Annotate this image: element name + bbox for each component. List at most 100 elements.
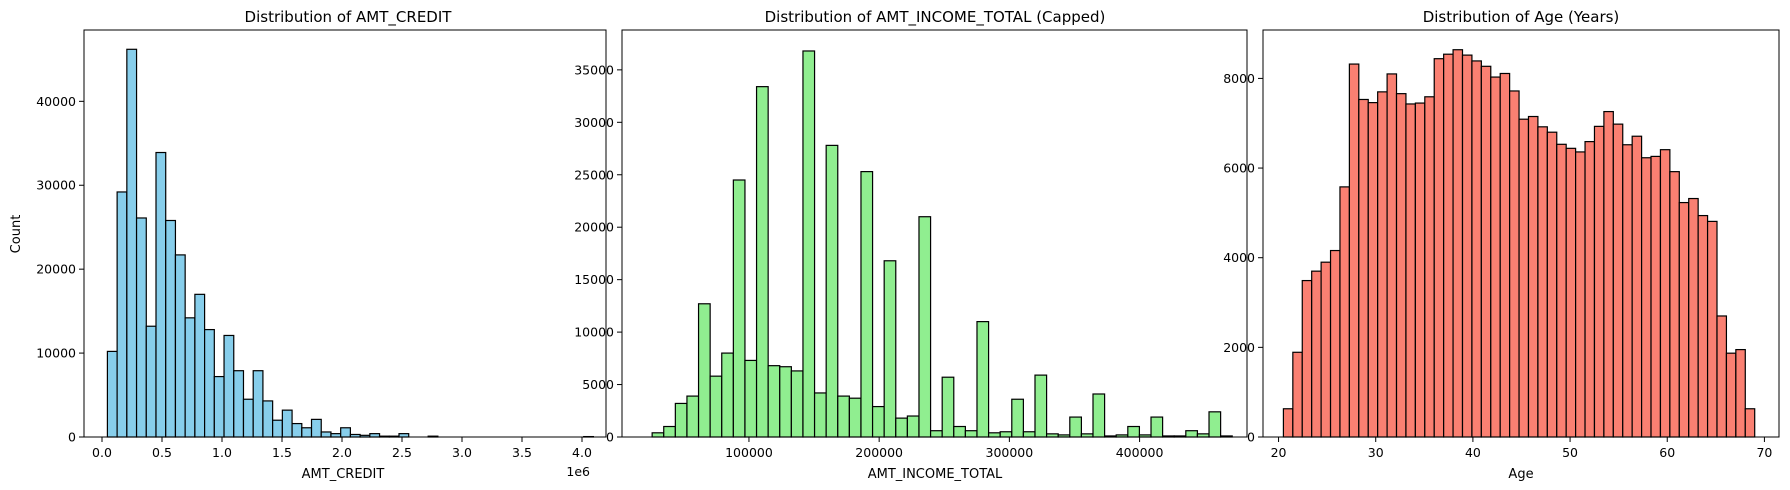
histogram-bar [301, 427, 313, 438]
histogram-bar [1509, 90, 1520, 438]
y-tick-label: 15000 [574, 272, 614, 287]
histogram-bar [1537, 126, 1548, 438]
histogram-bar [116, 191, 128, 438]
histogram-bar [281, 409, 293, 438]
y-tick-label: 5000 [582, 377, 614, 392]
x-tick-label: 1.0 [212, 445, 232, 460]
histogram-bar [1480, 65, 1492, 438]
histogram-bar [790, 370, 804, 438]
histogram-bar [1348, 63, 1360, 438]
histogram-bar [1735, 348, 1746, 438]
histogram-bar [663, 425, 676, 438]
histogram-bar [1490, 76, 1501, 438]
x-tick-label: 0.0 [92, 445, 112, 460]
y-tick-label: 10000 [574, 325, 614, 340]
histogram-bar [1650, 155, 1662, 438]
histogram-bar [1461, 54, 1473, 438]
histogram-bar [1092, 393, 1106, 438]
histogram-bar [1377, 91, 1388, 438]
histogram-bar [1069, 416, 1083, 438]
histogram-bar [233, 370, 245, 438]
histogram-bar [802, 50, 816, 438]
x-axis-label: AMT_CREDIT [302, 467, 385, 482]
x-tick-label: 1.5 [272, 445, 292, 460]
axes-frame [621, 29, 1248, 438]
histogram-bar [929, 430, 943, 438]
histogram-bar [242, 398, 254, 438]
histogram-bar [1405, 103, 1416, 438]
histogram-bar [721, 352, 734, 438]
x-axis-label: Age [1508, 467, 1533, 482]
histogram-bar [1208, 411, 1222, 438]
histogram-bar [1395, 93, 1407, 438]
histogram-bar [1367, 102, 1379, 438]
histogram-bar [1185, 430, 1199, 438]
histogram-bar [767, 365, 781, 438]
y-tick-label: 20000 [36, 262, 76, 277]
histogram-bar [1631, 135, 1643, 438]
histogram-bar [1011, 398, 1024, 438]
histogram-bar [906, 415, 920, 438]
histogram-bar [755, 86, 769, 438]
y-tick-label: 40000 [36, 94, 76, 109]
histogram-bar [1640, 157, 1652, 438]
histogram-bar [1339, 186, 1350, 438]
histogram-bar [369, 433, 381, 438]
histogram-bar [213, 375, 225, 438]
histogram-bar [1452, 49, 1464, 438]
histogram-bar [1575, 151, 1586, 438]
histogram-bar [1329, 249, 1341, 438]
histogram-bar [1358, 98, 1369, 438]
histogram-bar [1386, 73, 1398, 438]
histogram-bar [1659, 149, 1671, 438]
histogram-bar [697, 303, 711, 438]
panel-amt-income-total: Distribution of AMT_INCOME_TOTAL (Capped… [574, 8, 1248, 482]
histogram-bar [1706, 220, 1718, 438]
histogram-bar [918, 216, 932, 438]
axes-frame [83, 29, 607, 438]
histogram-bar [1282, 408, 1294, 438]
histogram-bar [895, 417, 908, 438]
x-tick-label: 60 [1659, 445, 1675, 460]
chart-title: Distribution of AMT_CREDIT [245, 8, 453, 27]
histogram-bar [1414, 102, 1426, 438]
histogram-bar [252, 370, 264, 438]
y-tick-label: 10000 [36, 346, 76, 361]
histogram-bar [732, 179, 746, 438]
histogram-bar [987, 432, 1001, 438]
chart-title: Distribution of AMT_INCOME_TOTAL (Capped… [765, 8, 1106, 27]
histogram-bar [310, 418, 322, 438]
histogram-bar [1433, 58, 1445, 438]
histogram-bar [871, 405, 885, 438]
histogram-bar [1603, 110, 1614, 438]
y-tick-label: 35000 [574, 62, 614, 77]
histogram-bar [1725, 352, 1737, 438]
y-tick-label: 0 [68, 430, 76, 445]
histogram-bar [674, 402, 688, 438]
histogram-bar [1612, 123, 1624, 438]
y-tick-label: 20000 [574, 220, 614, 235]
histogram-bar [291, 422, 303, 438]
histogram-bar [106, 350, 118, 438]
histogram-bar [709, 375, 723, 438]
histogram-bar [1697, 214, 1709, 438]
histogram-bar [135, 217, 147, 438]
histogram-bar [1556, 143, 1567, 438]
x-axis-offset-label: 1e6 [566, 464, 590, 479]
histogram-bar [848, 397, 862, 438]
x-tick-label: 0.5 [152, 445, 172, 460]
y-axis-label: Count [9, 215, 24, 254]
histogram-bar [1034, 374, 1048, 438]
bars [106, 48, 594, 438]
histogram-bar [1292, 351, 1303, 438]
histogram-bar [1669, 171, 1680, 438]
histogram-bar [1593, 125, 1605, 438]
x-tick-label: 20 [1271, 445, 1287, 460]
histogram-bar [976, 321, 990, 438]
x-tick-label: 100000 [725, 445, 773, 460]
histogram-bar [1443, 53, 1454, 438]
x-tick-label: 3.0 [452, 445, 472, 460]
histogram-bar [1301, 279, 1313, 438]
y-tick-label: 0 [606, 430, 614, 445]
